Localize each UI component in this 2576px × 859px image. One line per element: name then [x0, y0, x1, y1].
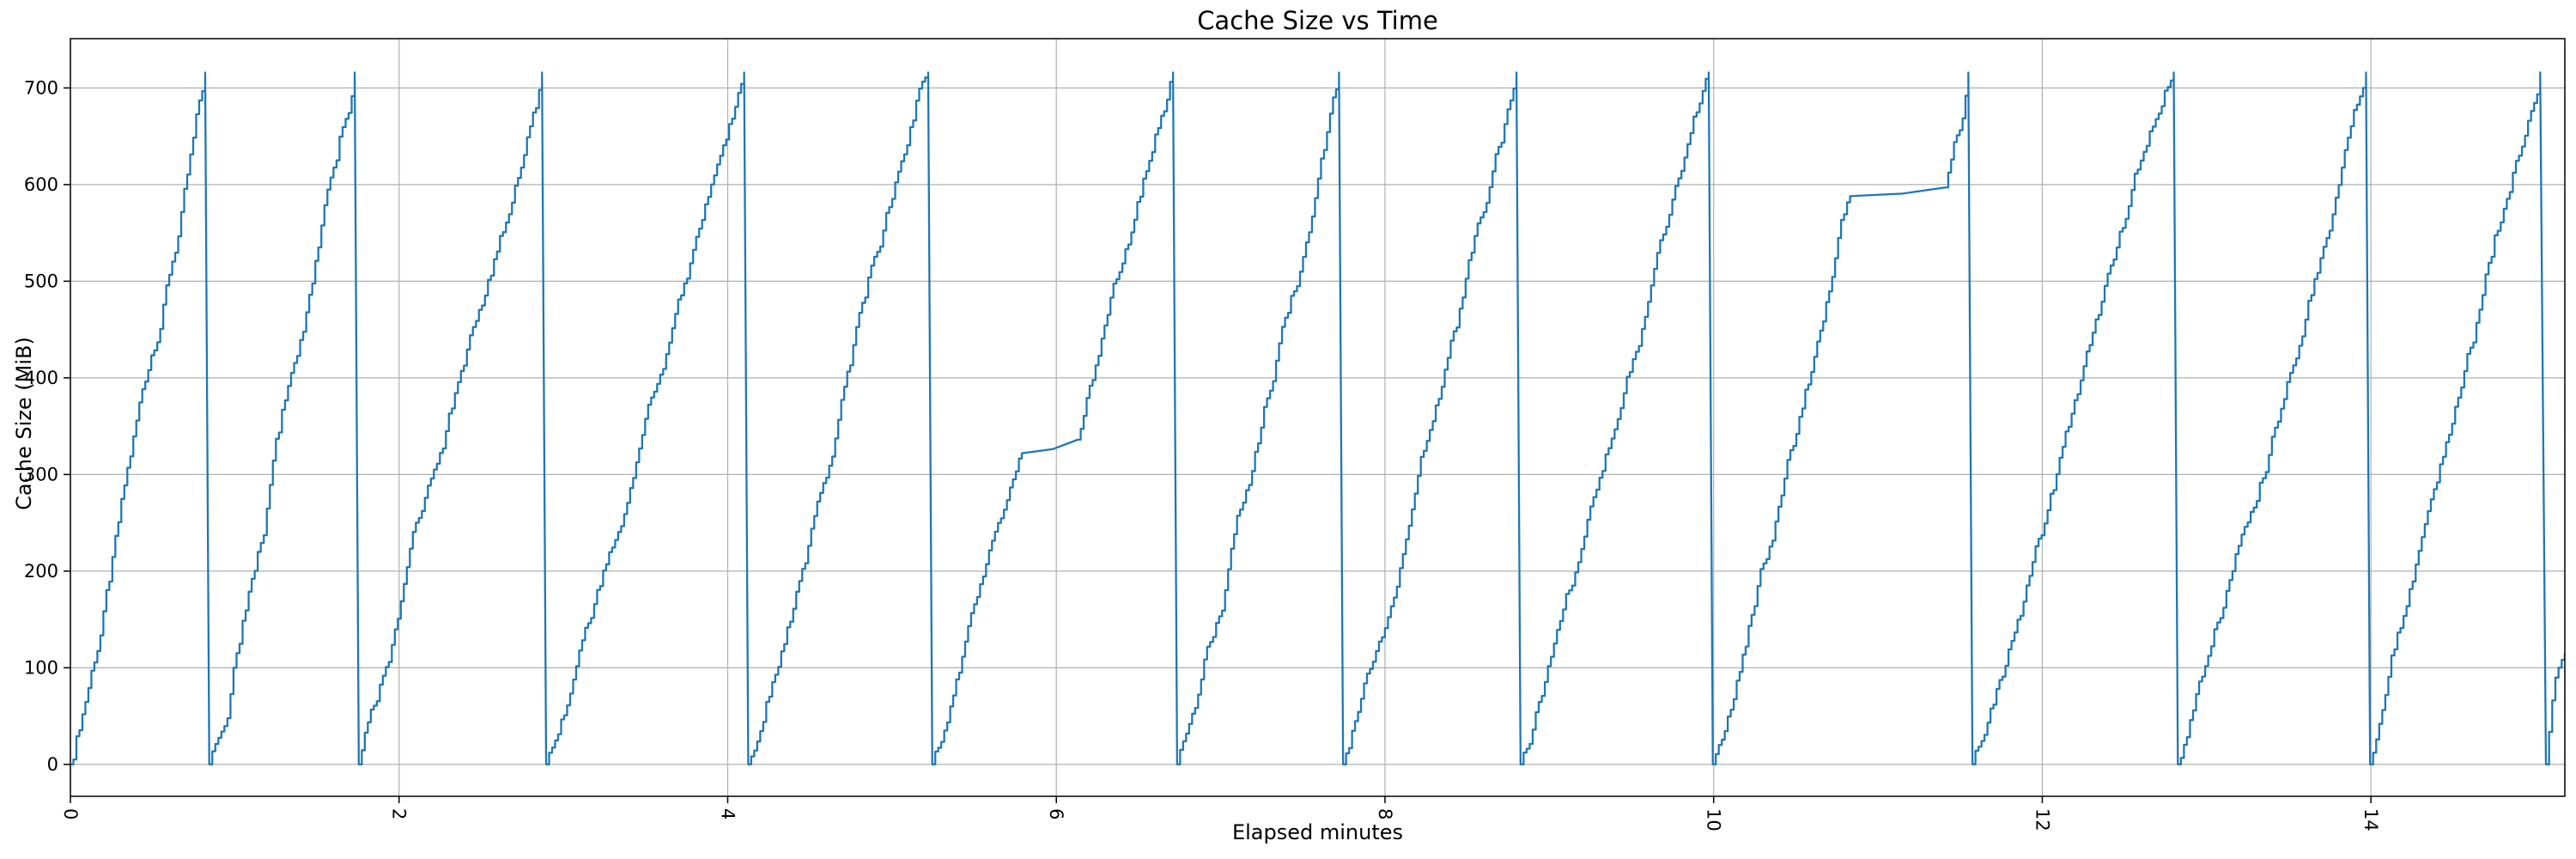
x-tick-label: 10 — [1704, 808, 1724, 832]
x-tick-label: 2 — [389, 808, 410, 819]
y-tick-label: 0 — [47, 754, 58, 775]
x-tick-label: 8 — [1375, 808, 1395, 819]
y-tick-label: 200 — [24, 561, 58, 582]
x-tick-label: 14 — [2360, 808, 2381, 832]
y-tick-label: 700 — [24, 77, 58, 98]
cache-size-line — [70, 71, 2565, 766]
x-tick-label: 4 — [717, 808, 738, 819]
y-tick-label: 100 — [24, 657, 58, 678]
y-tick-label: 500 — [24, 271, 58, 291]
y-tick-label: 600 — [24, 174, 58, 195]
axes-spines — [70, 38, 2566, 797]
x-tick-label: 0 — [60, 808, 81, 819]
chart-title: Cache Size vs Time — [1197, 6, 1438, 35]
y-axis-label: Cache Size (MiB) — [12, 337, 36, 510]
y-tick-label: 300 — [24, 464, 58, 484]
y-tick-label: 400 — [24, 368, 58, 388]
x-axis-label: Elapsed minutes — [1231, 820, 1404, 844]
x-tick-label: 6 — [1046, 808, 1066, 819]
x-tick-label: 12 — [2032, 808, 2052, 832]
